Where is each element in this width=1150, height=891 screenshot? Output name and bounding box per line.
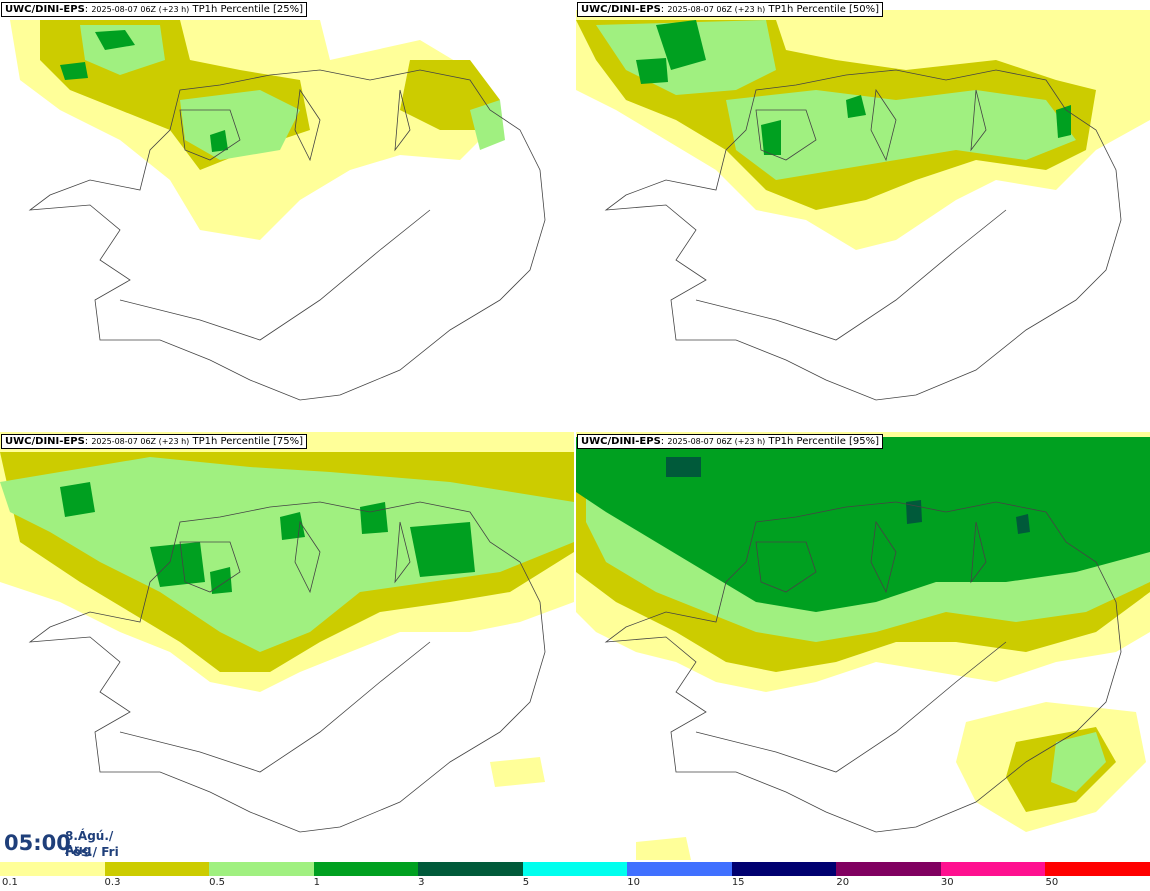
legend-tick-label: 3 <box>418 877 425 888</box>
run-time: 2025-08-07 06Z (+23 h) <box>91 5 190 14</box>
legend-swatch <box>104 862 210 876</box>
map-panel-p75: UWC/DINI-EPS: 2025-08-07 06Z (+23 h) TP1… <box>0 432 574 862</box>
color-legend: 0.1 0.3 0.5 1 3 5 10 15 20 30 50 <box>0 862 1150 891</box>
panel-title: UWC/DINI-EPS: 2025-08-07 06Z (+23 h) TP1… <box>577 434 884 449</box>
model-name: UWC/DINI-EPS <box>5 4 85 15</box>
percentile-label: TP1h Percentile [75%] <box>192 436 304 447</box>
precip-fill <box>576 10 1150 250</box>
map-panel-p50: UWC/DINI-EPS: 2025-08-07 06Z (+23 h) TP1… <box>576 0 1150 430</box>
map-panel-p25: UWC/DINI-EPS: 2025-08-07 06Z (+23 h) TP1… <box>0 0 574 430</box>
legend-swatch <box>940 862 1046 876</box>
precip-map <box>0 432 574 833</box>
percentile-label: TP1h Percentile [50%] <box>768 4 880 15</box>
run-time: 2025-08-07 06Z (+23 h) <box>667 437 766 446</box>
legend-swatch <box>209 862 314 876</box>
legend-tick-label: 10 <box>627 877 640 888</box>
valid-time-box: 05:00 8.Ágú./ Aug Fös./ Fri <box>0 825 137 861</box>
run-time: 2025-08-07 06Z (+23 h) <box>91 437 190 446</box>
legend-tick-label: 50 <box>1045 877 1059 888</box>
legend-swatch <box>313 862 419 876</box>
iceland-coastline <box>604 69 1122 401</box>
panel-title: UWC/DINI-EPS: 2025-08-07 06Z (+23 h) TP1… <box>577 2 884 17</box>
legend-tick-label: 30 <box>940 877 954 888</box>
iceland-coastline <box>604 501 1122 833</box>
iceland-coastline <box>28 501 546 833</box>
precip-map <box>576 10 1150 401</box>
valid-day: Fös./ Fri <box>65 845 119 859</box>
valid-date: 8.Ágú./ Aug <box>65 829 114 857</box>
precip-fill <box>576 432 1150 860</box>
legend-tick-label: 1 <box>313 877 320 888</box>
legend-tick-label: 15 <box>731 877 745 888</box>
model-name: UWC/DINI-EPS <box>581 436 661 447</box>
legend-swatch <box>836 862 941 876</box>
legend-tick-label: 20 <box>836 877 850 888</box>
legend-swatch <box>1045 862 1150 876</box>
legend-swatch <box>0 862 105 876</box>
precip-map <box>576 432 1150 860</box>
precip-map <box>10 20 546 401</box>
legend-tick-label: 0.5 <box>209 877 225 888</box>
precip-fill <box>10 20 505 240</box>
legend-swatch <box>418 862 523 876</box>
model-name: UWC/DINI-EPS <box>581 4 661 15</box>
valid-time: 05:00 <box>4 831 71 855</box>
legend-tick-label: 0.3 <box>104 877 121 888</box>
legend-swatch <box>627 862 732 876</box>
run-time: 2025-08-07 06Z (+23 h) <box>667 5 766 14</box>
panel-title: UWC/DINI-EPS: 2025-08-07 06Z (+23 h) TP1… <box>1 434 308 449</box>
percentile-label: TP1h Percentile [25%] <box>192 4 304 15</box>
legend-swatch <box>731 862 837 876</box>
precip-fill <box>0 432 574 787</box>
legend-tick-label: 0.1 <box>2 877 18 888</box>
legend-swatch <box>522 862 628 876</box>
legend-color-bar <box>0 862 1150 876</box>
iceland-coastline <box>28 69 546 401</box>
map-panel-p95: UWC/DINI-EPS: 2025-08-07 06Z (+23 h) TP1… <box>576 432 1150 862</box>
panel-title: UWC/DINI-EPS: 2025-08-07 06Z (+23 h) TP1… <box>1 2 308 17</box>
percentile-label: TP1h Percentile [95%] <box>768 436 880 447</box>
model-name: UWC/DINI-EPS <box>5 436 85 447</box>
legend-tick-label: 5 <box>522 877 530 888</box>
